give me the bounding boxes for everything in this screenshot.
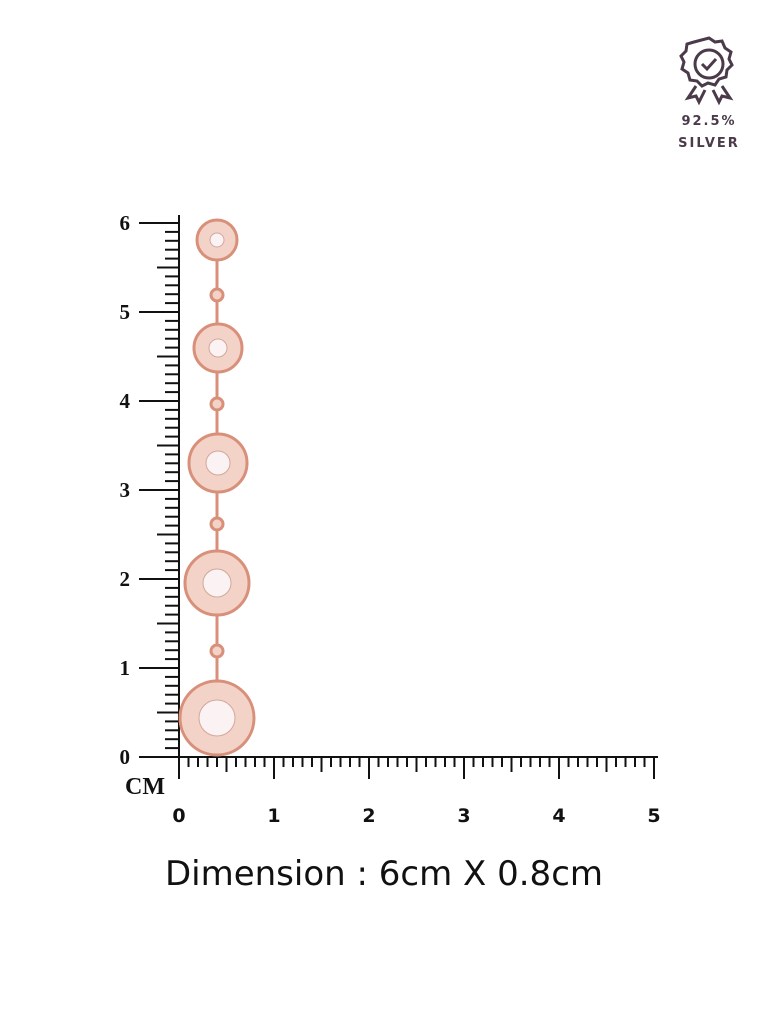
badge-purity: 92.5% [681, 114, 736, 129]
ruler-horizontal-label: 0 [172, 805, 185, 827]
ruler [139, 215, 658, 779]
ruler-vertical-label: 5 [120, 300, 131, 324]
ruler-vertical-label: 6 [120, 211, 131, 235]
ruler-horizontal-label: 1 [267, 805, 280, 827]
ruler-horizontal-label: 3 [457, 805, 470, 827]
ruler-horizontal-label: 2 [362, 805, 375, 827]
ruler-vertical-label: 2 [120, 567, 131, 591]
ruler-horizontal-label: 4 [552, 805, 565, 827]
dimension-caption: Dimension : 6cm X 0.8cm [165, 854, 603, 894]
badge-metal: SILVER [678, 136, 740, 151]
ruler-vertical-label: 4 [120, 389, 131, 413]
ruler-vertical-label: 3 [120, 478, 131, 502]
ruler-vertical-label: 1 [120, 656, 131, 680]
badge-icon [679, 36, 734, 106]
ruler-unit: CM [125, 774, 165, 800]
earring [178, 218, 256, 757]
ruler-vertical-label: 0 [120, 745, 131, 769]
ruler-horizontal-label: 5 [647, 805, 660, 827]
